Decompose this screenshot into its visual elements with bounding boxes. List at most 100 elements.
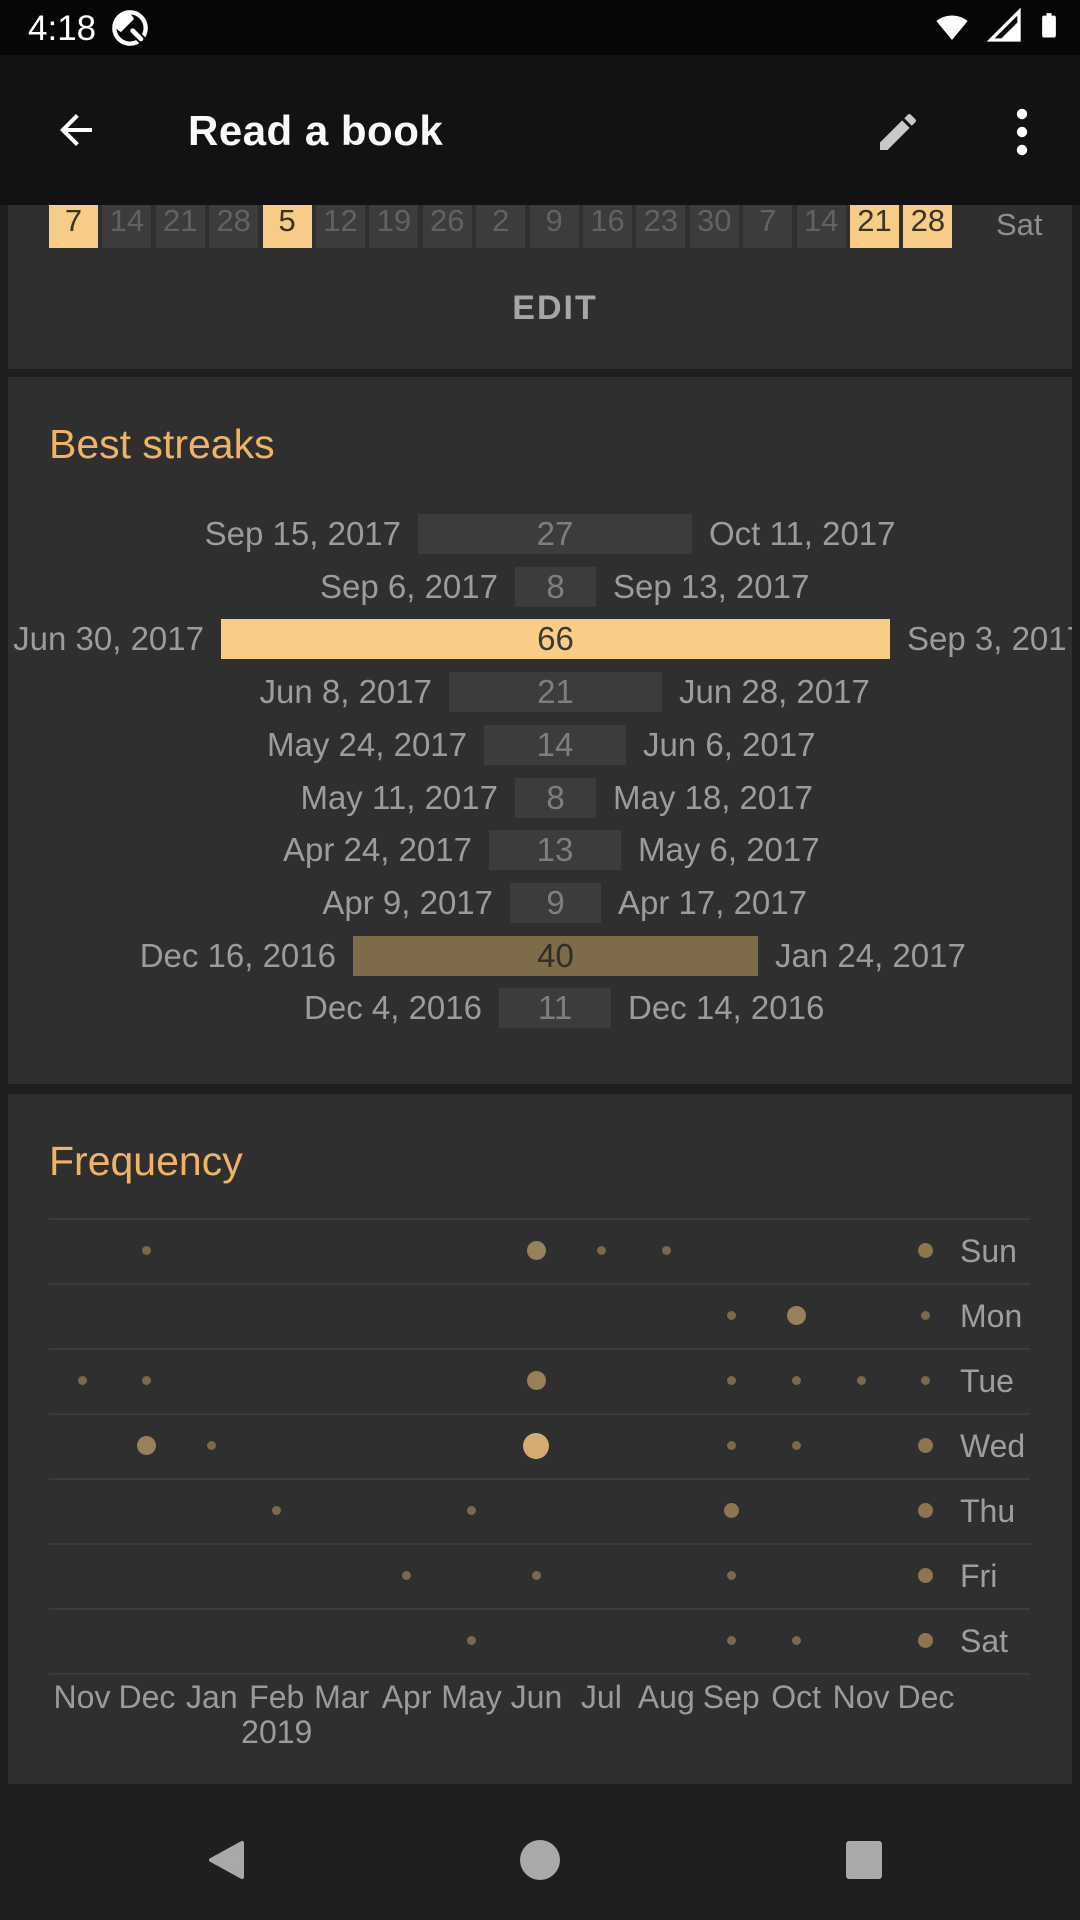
frequency-dot xyxy=(531,1571,541,1580)
streak-bar: 13 xyxy=(489,830,621,871)
frequency-dot xyxy=(402,1571,412,1580)
nav-back-icon[interactable] xyxy=(203,1836,251,1884)
android-q-logo-icon xyxy=(110,8,150,53)
calendar-day-number: 28 xyxy=(910,205,946,238)
streak-bar: 40 xyxy=(353,935,758,976)
frequency-dot xyxy=(723,1503,739,1518)
calendar-day-cell[interactable]: 9 xyxy=(529,205,579,248)
streak-bar: 21 xyxy=(449,672,662,713)
streak-row: Apr 9, 2017 9 Apr 17, 2017 xyxy=(8,882,1072,923)
calendar-day-cell[interactable]: 5 xyxy=(262,205,312,248)
page-title: Read a book xyxy=(188,107,444,154)
frequency-dot xyxy=(77,1376,87,1385)
frequency-day-label: Thu xyxy=(960,1492,1016,1529)
streak-start-date: Jun 8, 2017 xyxy=(259,673,432,711)
edit-history-button[interactable]: EDIT xyxy=(512,289,598,327)
frequency-dot xyxy=(726,1441,736,1450)
frequency-day-label: Fri xyxy=(960,1557,998,1594)
frequency-month-label: Nov xyxy=(832,1679,890,1715)
battery-icon xyxy=(1034,4,1064,51)
frequency-day-label: Sun xyxy=(960,1232,1017,1269)
frequency-dot xyxy=(272,1506,282,1515)
frequency-dot xyxy=(137,1436,157,1455)
calendar-day-number: 21 xyxy=(163,205,198,238)
calendar-day-number: 30 xyxy=(697,205,732,238)
weekday-label: Sat xyxy=(996,207,1043,242)
best-streaks-title: Best streaks xyxy=(49,421,275,467)
calendar-day-number: 19 xyxy=(376,205,412,238)
frequency-dot xyxy=(726,1311,736,1320)
nav-recents-icon[interactable] xyxy=(840,1836,888,1884)
streak-bar: 9 xyxy=(510,882,601,923)
streak-start-date: Apr 9, 2017 xyxy=(322,883,493,921)
streak-start-date: Dec 4, 2016 xyxy=(304,989,482,1027)
streak-row: Jun 30, 2017 66 Sep 3, 2017 xyxy=(8,619,1072,660)
frequency-grid-line xyxy=(49,1673,1030,1675)
frequency-dot xyxy=(918,1633,934,1648)
streak-row: May 11, 2017 8 May 18, 2017 xyxy=(8,777,1072,818)
frequency-dot xyxy=(918,1438,934,1453)
calendar-day-number: 14 xyxy=(803,205,839,238)
streak-start-date: May 24, 2017 xyxy=(267,725,467,763)
streak-end-date: Jun 6, 2017 xyxy=(643,725,816,763)
frequency-month-label: Oct xyxy=(771,1679,821,1715)
calendar-day-cell[interactable]: 28 xyxy=(903,205,953,248)
calendar-day-cell[interactable]: 21 xyxy=(155,205,205,248)
calendar-day-cell[interactable]: 14 xyxy=(796,205,846,248)
streak-end-date: May 6, 2017 xyxy=(638,831,820,869)
calendar-day-cell[interactable]: 7 xyxy=(49,205,98,248)
calendar-day-cell[interactable]: 23 xyxy=(636,205,686,248)
frequency-dot xyxy=(526,1241,546,1260)
frequency-dot xyxy=(207,1441,217,1450)
streak-end-date: Apr 17, 2017 xyxy=(618,883,807,921)
calendar-day-cell[interactable]: 21 xyxy=(850,205,899,248)
back-arrow-icon[interactable] xyxy=(52,106,100,154)
streak-bar: 11 xyxy=(499,988,611,1029)
cell-signal-icon xyxy=(984,5,1024,50)
streak-row: Sep 6, 2017 8 Sep 13, 2017 xyxy=(8,566,1072,607)
calendar-day-cell[interactable]: 30 xyxy=(689,205,739,248)
frequency-day-label: Tue xyxy=(960,1362,1014,1399)
calendar-day-number: 21 xyxy=(857,205,892,238)
frequency-month-label: Apr xyxy=(381,1679,432,1715)
frequency-month-label: Jan xyxy=(186,1679,238,1715)
frequency-grid-line xyxy=(49,1413,1030,1415)
calendar-day-number: 7 xyxy=(759,205,777,238)
calendar-day-number: 26 xyxy=(430,205,465,238)
calendar-day-cell[interactable]: 19 xyxy=(369,205,419,248)
frequency-title: Frequency xyxy=(49,1138,243,1184)
streak-end-date: May 18, 2017 xyxy=(613,778,813,816)
frequency-dot xyxy=(918,1243,934,1258)
calendar-day-number: 2 xyxy=(492,205,510,238)
frequency-dot xyxy=(921,1376,931,1385)
streak-end-date: Dec 14, 2016 xyxy=(628,989,825,1027)
streak-row: May 24, 2017 14 Jun 6, 2017 xyxy=(8,724,1072,765)
calendar-day-cell[interactable]: 12 xyxy=(316,205,365,248)
streak-row: Dec 4, 2016 11 Dec 14, 2016 xyxy=(8,988,1072,1029)
frequency-month-label: Jun xyxy=(510,1679,563,1715)
calendar-day-cell[interactable]: 2 xyxy=(476,205,526,248)
nav-home-icon[interactable] xyxy=(516,1836,564,1884)
frequency-month-label: Dec xyxy=(118,1679,176,1715)
streak-end-date: Sep 3, 2017 xyxy=(907,620,1072,658)
calendar-day-cell[interactable]: 7 xyxy=(743,205,793,248)
frequency-dot xyxy=(142,1246,152,1255)
overflow-menu-icon[interactable] xyxy=(998,100,1046,164)
calendar-day-cell[interactable]: 16 xyxy=(583,205,632,248)
frequency-grid-line xyxy=(49,1608,1030,1610)
streak-row: Apr 24, 2017 13 May 6, 2017 xyxy=(8,830,1072,871)
calendar-day-number: 23 xyxy=(643,205,679,238)
streak-bar: 14 xyxy=(484,724,626,765)
calendar-day-cell[interactable]: 14 xyxy=(102,205,152,248)
frequency-dot xyxy=(786,1306,806,1325)
edit-pencil-icon[interactable] xyxy=(874,108,922,156)
streak-start-date: Sep 15, 2017 xyxy=(204,515,401,552)
calendar-day-cell[interactable]: 26 xyxy=(422,205,472,248)
calendar-day-cell[interactable]: 28 xyxy=(209,205,259,248)
streak-bar: 8 xyxy=(515,777,596,818)
frequency-dot xyxy=(526,1371,546,1390)
frequency-dot xyxy=(726,1376,736,1385)
frequency-day-label: Mon xyxy=(960,1297,1023,1334)
frequency-grid-line xyxy=(49,1478,1030,1480)
frequency-dot xyxy=(661,1246,671,1255)
